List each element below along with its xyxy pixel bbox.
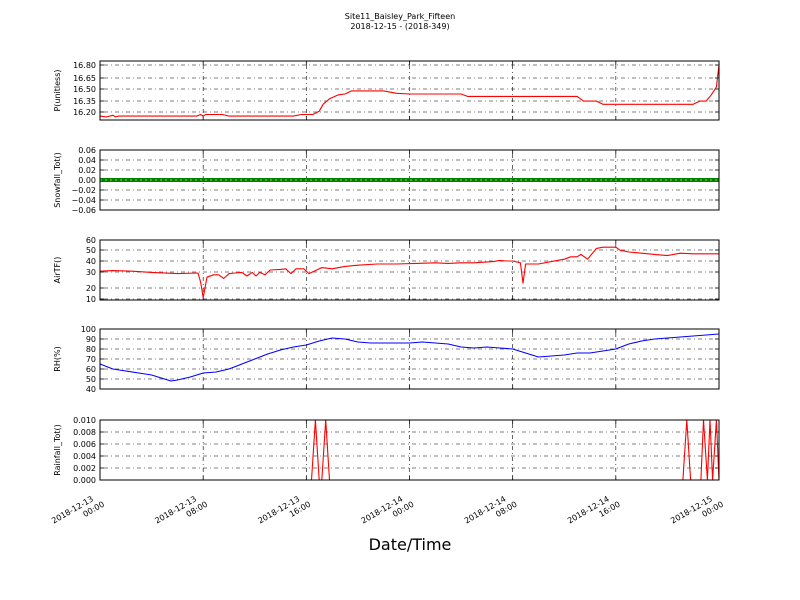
panel-frame — [99, 60, 720, 121]
y-tick-label: 60 — [86, 236, 96, 245]
y-tick-label: 0.02 — [78, 166, 96, 175]
y-tick-label: 50 — [86, 375, 96, 384]
y-tick-label: 16.65 — [73, 74, 96, 83]
panel-snowfall: 0.060.040.020.00−0.02−0.04−0.06 Snowfall_… — [53, 146, 720, 215]
y-tick-label: −0.02 — [71, 186, 96, 195]
series-line-pressure — [99, 64, 720, 118]
x-tick-label: 2018-12-1408:00 — [463, 491, 519, 534]
y-tick-label: 30 — [86, 268, 96, 277]
x-tick-label: 2018-12-1308:00 — [153, 491, 209, 534]
y-tick-label: 16.50 — [73, 85, 96, 94]
y-tick-label: 0.06 — [78, 146, 96, 155]
x-tick-label: 2018-12-1300:00 — [50, 491, 106, 534]
series-line-airtemp — [99, 246, 719, 299]
y-tick-label: 40 — [86, 257, 96, 266]
y-axis-label-airtemp: AirTF() — [53, 257, 62, 284]
x-tick-label: 2018-12-1400:00 — [360, 491, 416, 534]
y-tick-label: 80 — [86, 345, 96, 354]
y-tick-label: 0.006 — [73, 440, 96, 449]
x-tick-label: 2018-12-1316:00 — [257, 491, 313, 534]
y-tick-label: 50 — [86, 246, 96, 255]
y-tick-label: 0.000 — [73, 476, 96, 485]
y-tick-label: −0.04 — [71, 196, 96, 205]
y-tick-label: 0.004 — [73, 452, 96, 461]
y-tick-label: 16.80 — [73, 61, 96, 70]
y-tick-label: 40 — [86, 385, 96, 394]
y-axis-label-pressure: P(unitless) — [53, 69, 62, 111]
chart-subtitle: 2018-12-15 - (2018-349) — [350, 22, 449, 31]
y-tick-label: 20 — [86, 284, 96, 293]
y-tick-label: 100 — [81, 325, 96, 334]
panel-pressure: 16.80 16.65 16.50 16.35 16.20 P(unitless) — [53, 60, 720, 121]
y-tick-label: 60 — [86, 365, 96, 374]
y-tick-label: 0.010 — [73, 416, 96, 425]
x-tick-label: 2018-12-1500:00 — [669, 491, 725, 534]
panels-group: 16.80 16.65 16.50 16.35 16.20 P(unitless) 0.06… — [53, 60, 720, 485]
y-axis-label-snowfall: Snowfall_Tot() — [53, 152, 62, 208]
panel-rainfall: 0.010 0.008 0.006 0.004 0.002 0.000 Rainfall_T… — [53, 416, 720, 485]
y-tick-label: 0.002 — [73, 464, 96, 473]
chart-title: Site11_Baisley_Park_Fifteen — [345, 12, 455, 21]
panel-frame — [99, 149, 720, 211]
y-tick-label: 16.20 — [73, 108, 96, 117]
y-tick-label: 10 — [86, 295, 96, 304]
y-tick-label: 0.008 — [73, 428, 96, 437]
y-tick-label: 16.35 — [73, 97, 96, 106]
x-tick-label: 2018-12-1416:00 — [566, 491, 622, 534]
y-tick-label: 0.00 — [78, 176, 96, 185]
y-tick-label: 70 — [86, 355, 96, 364]
y-tick-label: −0.06 — [71, 206, 96, 215]
y-axis-label-rainfall: Rainfall_Tot() — [53, 424, 62, 476]
series-line-rh — [99, 333, 720, 382]
y-tick-label: 90 — [86, 335, 96, 344]
y-tick-label: 0.04 — [78, 156, 96, 165]
x-axis-label: Date/Time — [369, 535, 452, 554]
panel-frame — [99, 239, 720, 301]
y-axis-label-rh: RH(%) — [53, 346, 62, 371]
panel-frame — [99, 328, 720, 390]
x-tick-labels: 2018-12-1300:00 2018-12-1308:00 2018-12-13… — [50, 491, 725, 534]
panel-frame — [99, 419, 720, 481]
